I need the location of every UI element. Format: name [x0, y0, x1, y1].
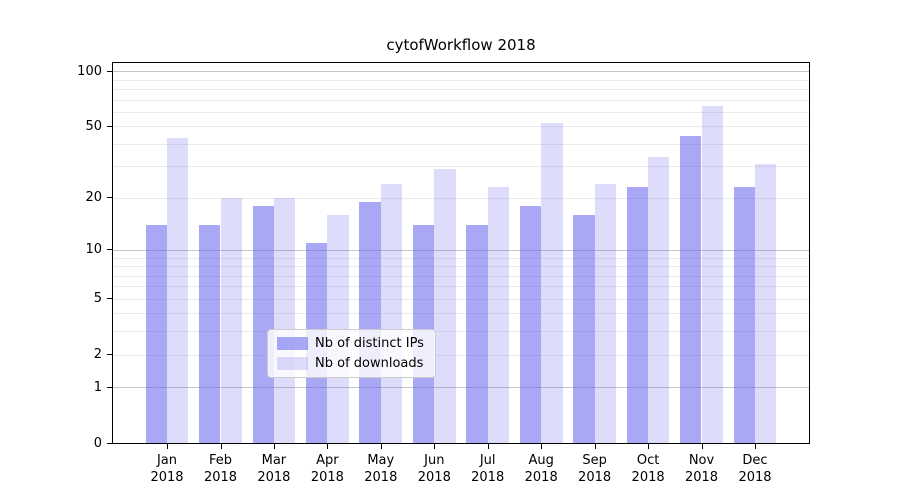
x-tick-label: Oct 2018 — [631, 453, 665, 485]
x-tick-label: Jul 2018 — [471, 453, 505, 485]
bar-distinct-ips — [680, 136, 702, 443]
gridline-major — [113, 387, 809, 389]
gridline-minor — [113, 313, 809, 315]
bar-distinct-ips — [145, 224, 167, 443]
x-tick-label: Mar 2018 — [257, 453, 291, 485]
bar-downloads — [220, 197, 242, 443]
bar-downloads — [755, 163, 777, 443]
y-tick — [107, 197, 112, 199]
y-tick-label: 50 — [85, 118, 102, 134]
gridline-minor — [113, 275, 809, 277]
legend-swatch-distinct-ips — [277, 337, 308, 350]
y-tick — [107, 386, 112, 388]
x-tick — [434, 444, 436, 449]
y-tick-label: 1 — [93, 379, 102, 395]
bar-downloads — [327, 214, 349, 443]
x-tick — [167, 444, 168, 449]
y-tick — [107, 249, 112, 251]
gridline-minor — [113, 126, 809, 128]
x-tick-label: Sep 2018 — [578, 453, 612, 485]
gridline-minor — [113, 266, 809, 267]
legend-item-downloads: Nb of downloads — [277, 356, 424, 371]
x-tick-label: Apr 2018 — [310, 453, 344, 485]
gridline-major — [113, 249, 809, 251]
gridline-minor — [113, 166, 809, 168]
x-tick — [487, 444, 489, 449]
plot-area — [112, 62, 810, 444]
bar-distinct-ips — [359, 201, 381, 443]
y-tick-label: 2 — [93, 347, 102, 362]
gridline-minor — [113, 111, 809, 113]
legend-label-downloads: Nb of downloads — [315, 356, 424, 371]
gridline-minor — [113, 143, 809, 145]
y-tick-label: 100 — [77, 63, 102, 79]
y-tick-label: 0 — [93, 435, 102, 451]
legend-label-distinct-ips: Nb of distinct IPs — [315, 336, 424, 351]
bar-downloads — [648, 156, 670, 443]
x-tick-label: Jun 2018 — [417, 453, 451, 485]
bar-distinct-ips — [252, 205, 274, 443]
gridline-minor — [113, 197, 809, 199]
legend-swatch-downloads — [277, 357, 308, 370]
bar-distinct-ips — [466, 224, 488, 443]
x-tick — [755, 444, 756, 449]
y-tick-label: 20 — [85, 190, 102, 206]
x-tick-label: Nov 2018 — [684, 453, 719, 485]
bar-distinct-ips — [573, 214, 595, 443]
bar-downloads — [487, 187, 510, 443]
bar-distinct-ips — [519, 205, 542, 443]
chart-title: cytofWorkflow 2018 — [386, 36, 536, 54]
y-tick — [107, 442, 112, 444]
x-tick-label: Jan 2018 — [150, 453, 184, 485]
bar-distinct-ips — [733, 187, 755, 443]
x-tick — [220, 444, 222, 449]
y-tick — [107, 125, 112, 127]
bar-distinct-ips — [199, 224, 221, 443]
x-tick-label: Feb 2018 — [203, 453, 238, 485]
y-tick — [107, 70, 112, 72]
gridline-minor — [113, 331, 809, 333]
x-tick-label: Dec 2018 — [738, 453, 772, 485]
x-tick — [541, 444, 543, 449]
bar-downloads — [594, 183, 616, 443]
y-tick-label: 10 — [85, 242, 102, 258]
gridline-minor — [113, 99, 809, 101]
x-tick — [594, 444, 596, 449]
gridline-minor — [113, 89, 809, 91]
bar-downloads — [380, 183, 403, 443]
legend: Nb of distinct IPs Nb of downloads — [267, 329, 436, 378]
gridline-minor — [113, 257, 809, 259]
bar-downloads — [273, 197, 296, 443]
x-tick-label: May 2018 — [364, 453, 398, 485]
bar-downloads — [701, 105, 723, 443]
y-tick — [107, 354, 112, 355]
y-tick-label: 5 — [93, 291, 102, 307]
x-tick — [648, 444, 650, 449]
legend-item-distinct-ips: Nb of distinct IPs — [277, 336, 424, 351]
x-tick — [701, 444, 703, 449]
gridline-minor — [113, 79, 809, 81]
x-tick — [380, 444, 382, 449]
y-tick — [107, 298, 112, 300]
gridline-major — [113, 71, 809, 73]
bar-distinct-ips — [626, 187, 649, 443]
x-tick — [327, 444, 329, 449]
gridline-minor — [113, 286, 809, 288]
gridline-minor — [113, 298, 809, 300]
bar-downloads — [541, 123, 563, 443]
x-tick-label: Aug 2018 — [524, 453, 558, 485]
gridline-minor — [113, 354, 809, 356]
bar-downloads — [167, 138, 189, 443]
x-tick — [273, 444, 275, 449]
bar-downloads — [434, 169, 456, 443]
